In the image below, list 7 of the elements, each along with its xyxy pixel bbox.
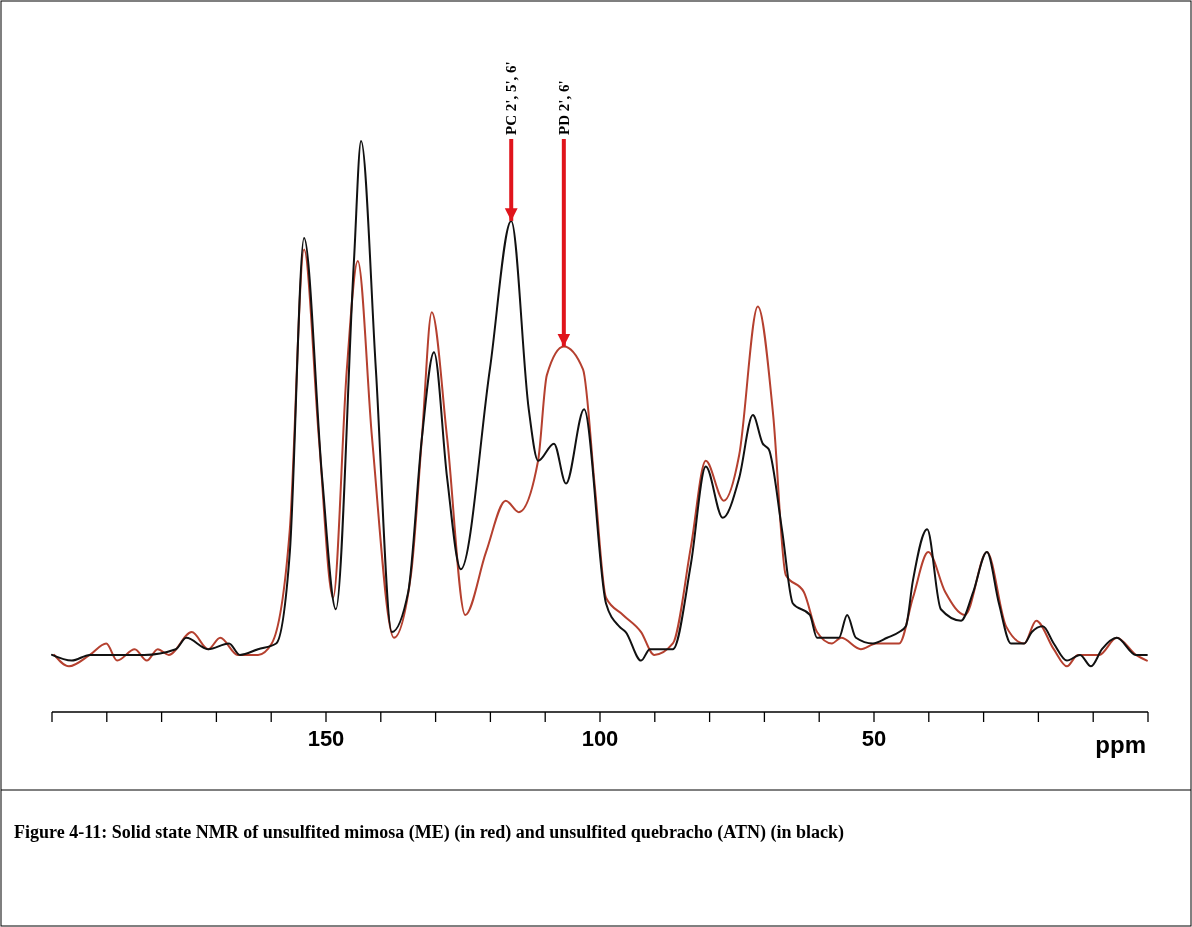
x-axis-title: ppm: [1095, 731, 1146, 758]
x-tick-label: 150: [307, 726, 345, 751]
x-tick-label: 50: [861, 726, 887, 751]
x-tick-label: 100: [581, 726, 619, 751]
caption: Figure 4-11: Solid state NMR of unsulfited mimosa (ME) (in red) and unsulfited quebracho (ATN) (in black): [14, 822, 845, 843]
annotation: PC 2', 5', 6': [503, 61, 520, 135]
annotation: PD 2', 6': [555, 80, 572, 135]
